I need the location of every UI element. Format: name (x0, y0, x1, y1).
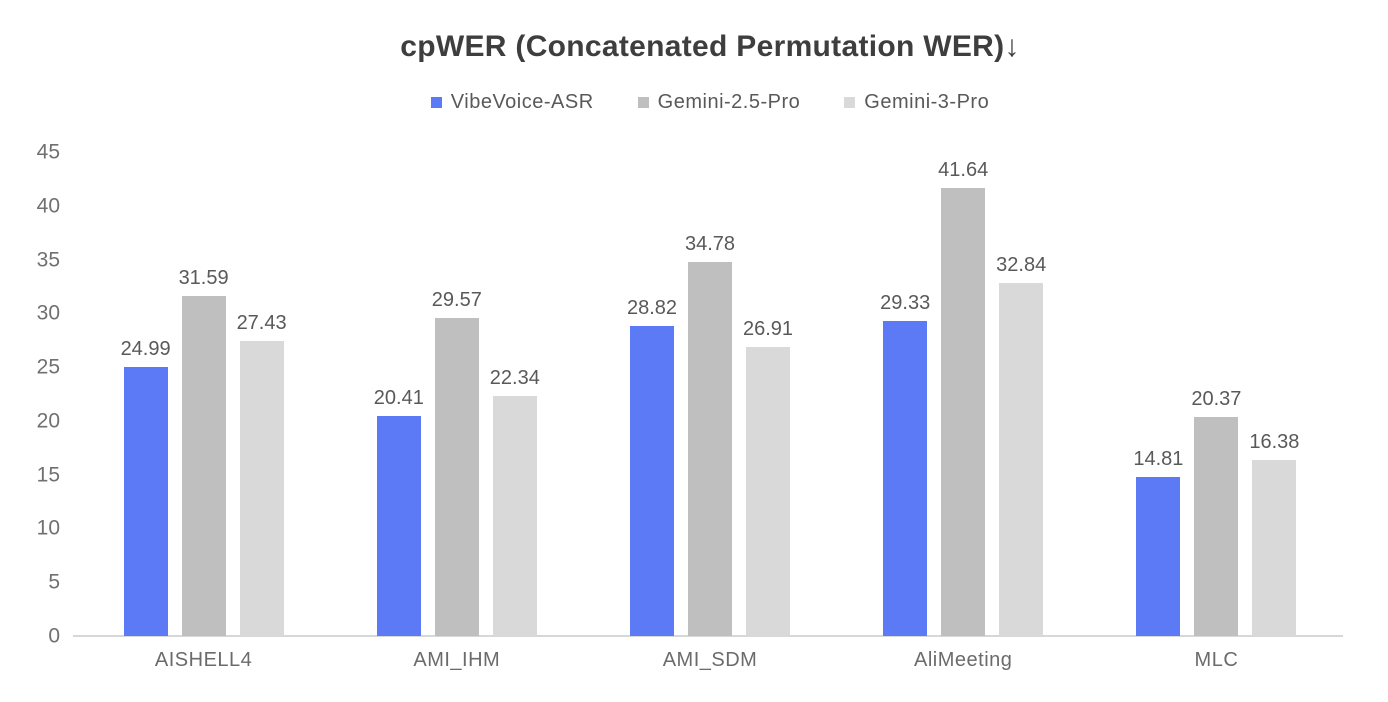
x-axis-line (73, 635, 1343, 637)
x-axis-category-label: AliMeeting (914, 649, 1013, 671)
x-axis-category-label: AMI_IHM (413, 649, 501, 671)
bar-Gemini-2.5-Pro-AMI_SDM: 34.78 (685, 233, 735, 636)
legend-label: VibeVoice-ASR (450, 91, 594, 113)
bar-value-label: 32.84 (996, 253, 1047, 276)
y-axis-tick-label: 0 (48, 624, 60, 648)
bar-VibeVoice-ASR-AISHELL4: 24.99 (121, 338, 171, 636)
bar-Gemini-3-Pro-AISHELL4: 27.43 (237, 312, 287, 636)
y-axis-tick-label: 30 (36, 301, 60, 325)
bar-value-label: 34.78 (684, 232, 736, 255)
bar-Gemini-2.5-Pro-MLC: 20.37 (1191, 388, 1241, 636)
y-axis-tick-label: 15 (36, 463, 60, 487)
legend-item-Gemini-2.5-Pro: Gemini-2.5-Pro (637, 91, 801, 114)
bar-group-MLC: 14.81 20.37 16.38 (1090, 152, 1343, 636)
y-axis-tick-label: 10 (36, 516, 60, 540)
bar-value-label: 29.33 (880, 291, 931, 314)
y-axis-tick-label: 35 (36, 248, 60, 272)
bar-VibeVoice-ASR-AMI_IHM: 20.41 (374, 387, 424, 636)
chart-title: cpWER (Concatenated Permutation WER)↓ (400, 30, 1020, 63)
legend-swatch-icon (844, 97, 856, 108)
legend-swatch-icon (430, 97, 442, 108)
bar-value-label: 16.38 (1249, 430, 1300, 453)
y-axis: 0 5 10 15 20 25 30 35 40 45 (0, 142, 60, 647)
bar-value-label: 26.91 (742, 317, 794, 340)
bar-value-label: 27.43 (236, 311, 287, 334)
bar-value-label: 41.64 (938, 159, 989, 182)
legend-swatch-icon (637, 97, 649, 108)
bar-VibeVoice-ASR-AliMeeting: 29.33 (880, 292, 930, 636)
chart-legend: VibeVoice-ASR Gemini-2.5-Pro Gemini-3-Pro (77, 91, 1343, 114)
bar-VibeVoice-ASR-MLC: 14.81 (1133, 448, 1183, 636)
bar-value-label: 29.57 (431, 288, 482, 311)
bar-group-AMI_IHM: 20.41 29.57 22.34 (330, 152, 583, 636)
bar-Gemini-3-Pro-AMI_IHM: 22.34 (490, 367, 540, 636)
bar-group-AMI_SDM: 28.82 34.78 26.91 (583, 152, 836, 636)
bar-value-label: 28.82 (626, 297, 678, 320)
x-axis-category-label: AMI_SDM (662, 649, 758, 671)
bar-value-label: 14.81 (1133, 447, 1184, 470)
bar-VibeVoice-ASR-AMI_SDM: 28.82 (627, 297, 677, 636)
x-axis-category-label: MLC (1194, 649, 1239, 671)
y-axis-tick-label: 25 (36, 355, 60, 379)
y-axis-tick-label: 5 (48, 570, 60, 594)
bar-value-label: 31.59 (178, 267, 229, 290)
y-axis-tick-label: 40 (36, 194, 60, 218)
x-axis-category-label: AISHELL4 (154, 649, 253, 671)
bar-group-AliMeeting: 29.33 41.64 32.84 (837, 152, 1090, 636)
bar-Gemini-3-Pro-AliMeeting: 32.84 (996, 254, 1046, 636)
legend-item-VibeVoice-ASR: VibeVoice-ASR (430, 91, 594, 114)
bar-value-label: 22.34 (489, 366, 540, 389)
y-axis-tick-label: 45 (36, 140, 60, 164)
bar-Gemini-3-Pro-AMI_SDM: 26.91 (743, 318, 793, 636)
plot-area: 24.99 31.59 27.43 20.41 29.57 22.34 28.82 34.78… (73, 152, 1343, 637)
bar-value-label: 20.37 (1191, 387, 1242, 410)
bar-Gemini-2.5-Pro-AISHELL4: 31.59 (179, 267, 229, 636)
bar-value-label: 24.99 (120, 338, 171, 361)
bar-group-AISHELL4: 24.99 31.59 27.43 (77, 152, 330, 636)
bar-value-label: 20.41 (373, 387, 424, 410)
bar-Gemini-3-Pro-MLC: 16.38 (1249, 431, 1299, 636)
legend-item-Gemini-3-Pro: Gemini-3-Pro (844, 91, 989, 114)
bar-Gemini-2.5-Pro-AliMeeting: 41.64 (938, 159, 988, 636)
y-axis-tick-label: 20 (36, 409, 60, 433)
legend-label: Gemini-3-Pro (864, 91, 990, 113)
x-axis-labels: AISHELL4 AMI_IHM AMI_SDM AliMeeting MLC (77, 649, 1343, 672)
legend-label: Gemini-2.5-Pro (657, 91, 801, 113)
bar-Gemini-2.5-Pro-AMI_IHM: 29.57 (432, 289, 482, 636)
